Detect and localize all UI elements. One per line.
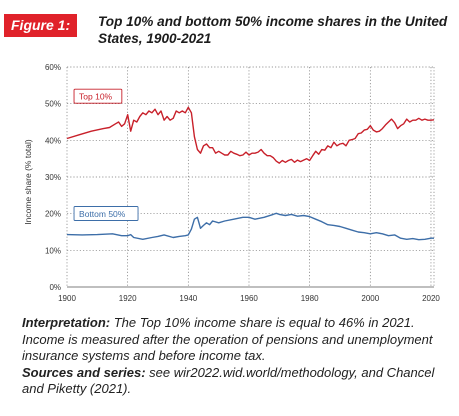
notes: Interpretation: The Top 10% income share… <box>22 315 452 398</box>
sources-note: Sources and series: see wir2022.wid.worl… <box>22 365 452 398</box>
y-tick-label: 40% <box>45 136 61 145</box>
interpretation-label: Interpretation: <box>22 315 111 330</box>
bottom-50-label: Bottom 50% <box>79 209 126 219</box>
y-tick-label: 60% <box>45 63 61 72</box>
series-line-top-10 <box>66 106 435 164</box>
y-tick-labels: 0% 10% 20% 30% 40% 50% 60% <box>45 63 61 292</box>
top-10-label-box <box>73 88 123 104</box>
y-tick-label: 0% <box>49 283 61 292</box>
figure-title: Top 10% and bottom 50% income shares in … <box>98 14 448 46</box>
bottom-50-label-box <box>73 206 139 221</box>
x-tick-label: 1980 <box>301 294 319 303</box>
x-tick-label: 1960 <box>240 294 258 303</box>
figure-badge: Figure 1: <box>4 14 78 37</box>
x-tick-label: 1940 <box>179 294 197 303</box>
x-tick-label: 2000 <box>361 294 379 303</box>
top-10-label: Top 10% <box>79 92 113 102</box>
x-tick-label: 1920 <box>119 294 137 303</box>
y-tick-label: 20% <box>45 210 61 219</box>
y-tick-label: 50% <box>45 100 61 109</box>
sources-label: Sources and series: <box>22 364 146 380</box>
x-tick-label: 1900 <box>58 294 76 303</box>
interpretation-text: The Top 10% income share is equal to 46%… <box>22 315 433 364</box>
y-tick-label: 30% <box>45 173 61 182</box>
sources-text: see wir2022.wid.world/methodology, and C… <box>22 364 435 397</box>
y-tick-label: 10% <box>45 246 61 255</box>
series-line-bottom-50 <box>66 212 434 241</box>
chart-annotations: Top 10% Bottom 50% <box>73 88 139 221</box>
x-tick-labels: 1900 1920 1940 1960 1980 2000 2020 <box>58 294 440 303</box>
x-tick-label: 2020 <box>422 294 440 303</box>
chart-series <box>66 106 435 241</box>
interpretation-note: Interpretation: The Top 10% income share… <box>22 315 452 365</box>
